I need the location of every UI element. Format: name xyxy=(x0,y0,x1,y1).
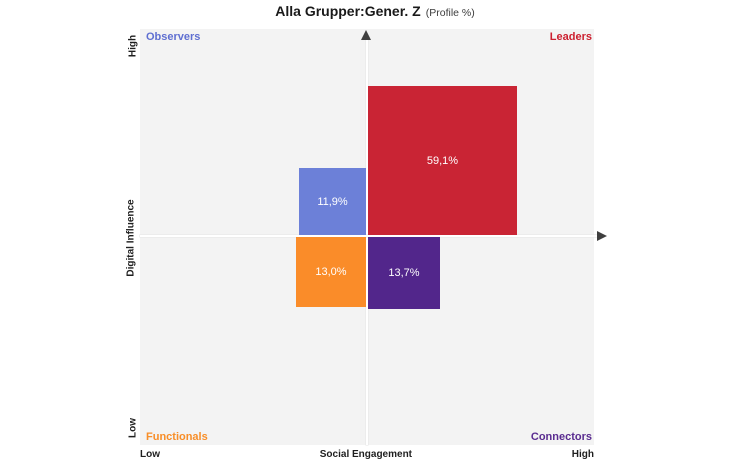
y-axis-title: Digital Influence xyxy=(125,199,137,277)
data-square-value: 13,7% xyxy=(388,267,420,279)
x-axis-low-label: Low xyxy=(140,449,160,460)
right-arrow-icon xyxy=(597,230,607,241)
y-axis-low-label: Low xyxy=(127,418,139,438)
data-square-value: 59,1% xyxy=(426,154,459,167)
y-axis-high-label: High xyxy=(127,34,139,58)
quadrant-label-leaders: Leaders xyxy=(549,31,592,43)
data-square-leaders[interactable]: 59,1% xyxy=(368,86,517,235)
data-square-value: 11,9% xyxy=(317,195,348,208)
chart-title-row: Alla Grupper:Gener. Z (Profile %) xyxy=(0,3,750,21)
chart-title: Alla Grupper:Gener. Z xyxy=(275,3,421,19)
data-square-functionals[interactable]: 13,0% xyxy=(296,237,366,307)
y-axis-line xyxy=(366,40,368,445)
plot-area: Observers Leaders Functionals Connectors… xyxy=(140,29,607,445)
quadrant-label-connectors: Connectors xyxy=(530,431,592,443)
x-axis-row: Low Social Engagement High xyxy=(140,449,594,460)
up-arrow-icon xyxy=(361,30,371,40)
quadrant-label-functionals: Functionals xyxy=(146,431,208,443)
data-square-value: 13,0% xyxy=(315,266,347,278)
data-square-observers[interactable]: 11,9% xyxy=(299,168,366,235)
quadrant-label-observers: Observers xyxy=(146,31,201,43)
chart-subtitle: (Profile %) xyxy=(425,7,475,19)
data-square-connectors[interactable]: 13,7% xyxy=(368,237,440,309)
x-axis-line xyxy=(140,235,598,237)
x-axis-title: Social Engagement xyxy=(319,449,413,460)
x-axis-high-label: High xyxy=(571,449,594,460)
